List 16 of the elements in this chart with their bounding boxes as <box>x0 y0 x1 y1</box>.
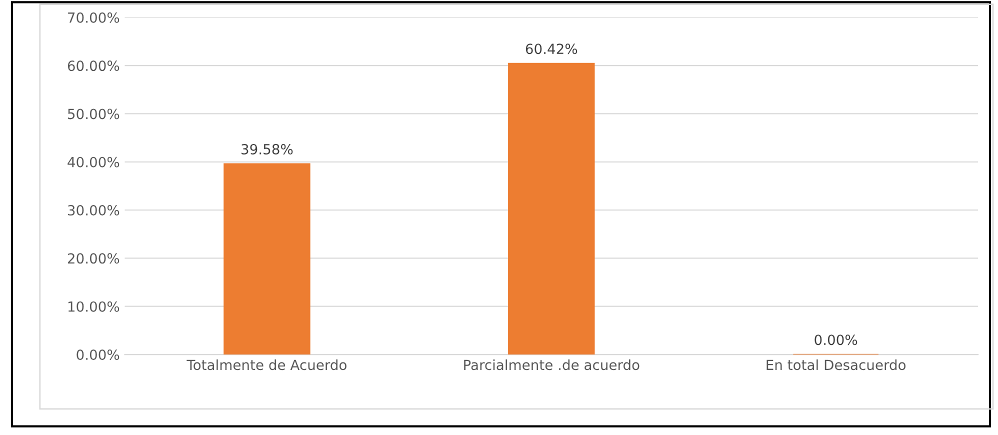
x-tick-label: En total Desacuerdo <box>766 359 906 370</box>
data-label: 39.58% <box>242 144 293 154</box>
y-tick-label: 60.00% <box>68 60 120 72</box>
y-tick-label: 40.00% <box>68 156 120 168</box>
y-tick-label: 30.00% <box>68 205 120 216</box>
data-label: 60.42% <box>526 44 578 54</box>
data-label: 0.00% <box>814 334 858 346</box>
y-tick-label: 10.00% <box>68 301 120 312</box>
bar <box>508 62 595 355</box>
x-tick-label: Totalmente de Acuerdo <box>186 359 346 370</box>
y-tick-label: 50.00% <box>68 108 120 120</box>
x-tick-label: Parcialmente .de acuerdo <box>464 359 640 370</box>
y-tick-label: 70.00% <box>68 12 120 23</box>
y-tick-label: 20.00% <box>68 253 120 264</box>
y-tick-label: 0.00% <box>76 349 120 360</box>
bar <box>224 163 310 355</box>
